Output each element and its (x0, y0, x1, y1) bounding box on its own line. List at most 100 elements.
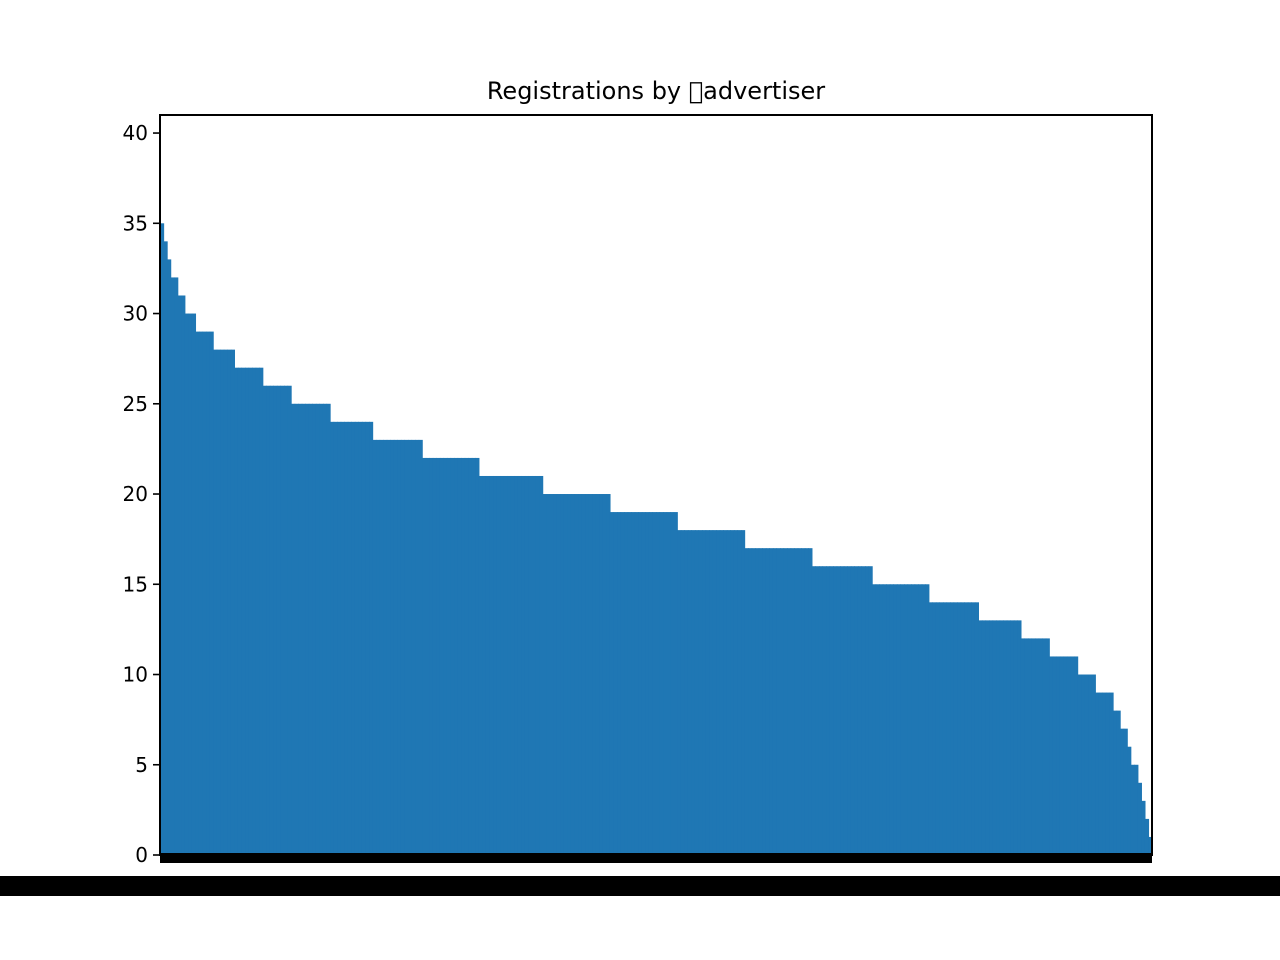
bar (475, 457, 480, 855)
bar (198, 331, 204, 856)
bar (942, 602, 948, 855)
bar (843, 566, 848, 855)
bar (287, 385, 292, 855)
bar (624, 512, 629, 855)
bar (1066, 656, 1072, 855)
bar (485, 475, 491, 855)
bar (918, 584, 923, 855)
bar (230, 349, 235, 855)
bars-group (160, 223, 1153, 856)
bar (818, 566, 824, 855)
bar (468, 457, 473, 855)
bar (273, 385, 278, 855)
bar (914, 584, 919, 855)
bar (206, 331, 211, 856)
bar (461, 457, 466, 855)
bar (259, 367, 264, 855)
bar (549, 494, 554, 855)
bar (1127, 746, 1132, 855)
bar (971, 602, 976, 855)
bar (227, 349, 232, 855)
bar (553, 494, 558, 855)
bar (808, 548, 813, 855)
bar (1081, 674, 1086, 855)
bar (223, 349, 228, 855)
bar (1141, 800, 1146, 855)
bar (439, 457, 445, 855)
bar (326, 403, 331, 855)
bar (160, 223, 165, 856)
bar (989, 620, 994, 855)
bar (705, 530, 710, 855)
bar (733, 530, 739, 855)
bar (330, 421, 335, 855)
bar (815, 566, 820, 855)
bar (787, 548, 792, 855)
bar (822, 566, 827, 855)
bar (751, 548, 756, 855)
bar (195, 331, 200, 856)
bar (709, 530, 714, 855)
y-axis: 0 5 10 15 20 25 30 35 40 (123, 121, 160, 867)
bar (641, 512, 646, 855)
bar (181, 295, 186, 855)
bar (503, 475, 508, 855)
bar (524, 475, 530, 855)
bar (1017, 620, 1022, 855)
bar (1123, 728, 1128, 855)
bar (450, 457, 455, 855)
bar (322, 403, 328, 855)
bar (174, 277, 179, 855)
bar (188, 313, 193, 855)
bar (1148, 836, 1153, 855)
bar (266, 385, 271, 855)
bar (900, 584, 905, 855)
bar (804, 548, 809, 855)
bar (1137, 782, 1142, 855)
bar (687, 530, 693, 855)
bar (691, 530, 696, 855)
bar (974, 602, 979, 855)
bar (744, 548, 749, 855)
bar (574, 494, 579, 855)
bar (694, 530, 700, 855)
bar (1028, 638, 1033, 855)
y-tick-label: 30 (123, 302, 148, 326)
y-tick-label: 5 (135, 753, 148, 777)
bar (507, 475, 512, 855)
bar (896, 584, 902, 855)
bar (500, 475, 505, 855)
bar (850, 566, 855, 855)
bar (216, 349, 221, 855)
bar (556, 494, 561, 855)
bar (1074, 656, 1079, 855)
bar (493, 475, 498, 855)
bar (794, 548, 799, 855)
bar (893, 584, 898, 855)
bar (907, 584, 912, 855)
bar (748, 548, 753, 855)
chart-title: Registrations by  advertiser (487, 77, 825, 105)
bar (783, 548, 788, 855)
bar (234, 367, 239, 855)
bar (663, 512, 668, 855)
bar (532, 475, 537, 855)
bar (634, 512, 639, 855)
bar (847, 566, 852, 855)
bar (953, 602, 958, 855)
bar (811, 566, 817, 855)
bar (882, 584, 887, 855)
bar (1091, 674, 1096, 855)
bar (369, 421, 374, 855)
bar (1013, 620, 1018, 855)
bar (1084, 674, 1089, 855)
bar (620, 512, 625, 855)
bar (1109, 692, 1114, 855)
bar (950, 602, 955, 855)
bar (726, 530, 731, 855)
y-tick-label: 25 (123, 392, 148, 416)
bar (1063, 656, 1068, 855)
bar (291, 403, 296, 855)
bar (276, 385, 282, 855)
